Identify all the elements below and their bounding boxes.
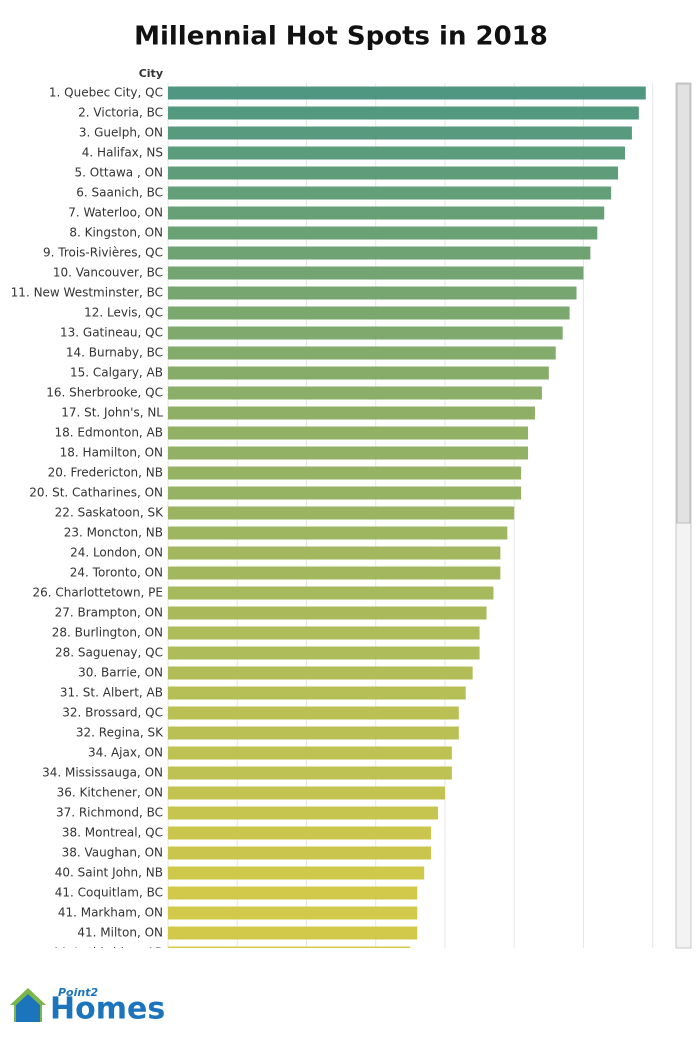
axis-title: City xyxy=(139,67,163,80)
y-tick-label: 18. Hamilton, ON xyxy=(60,446,163,460)
y-tick-label: 24. London, ON xyxy=(70,546,163,560)
bar xyxy=(168,686,466,700)
y-tick-label: 18. Edmonton, AB xyxy=(55,426,163,440)
y-tick-label: 38. Vaughan, ON xyxy=(62,846,163,860)
bar xyxy=(168,306,570,320)
y-tick-label: 2. Victoria, BC xyxy=(78,106,163,120)
bar xyxy=(168,586,494,600)
y-tick-label: 32. Regina, SK xyxy=(76,726,164,740)
y-tick-label: 1. Quebec City, QC xyxy=(49,86,163,100)
bar xyxy=(168,946,411,948)
bar xyxy=(168,386,542,400)
bar xyxy=(168,706,459,720)
y-tick-label: 44. Lethbridge, AB xyxy=(51,946,163,960)
bar xyxy=(168,206,605,220)
bar xyxy=(168,626,480,640)
bar xyxy=(168,86,646,100)
bar xyxy=(168,426,529,440)
y-tick-label: 28. Saguenay, QC xyxy=(55,646,163,660)
y-tick-label: 38. Montreal, QC xyxy=(62,826,163,840)
bar xyxy=(168,666,473,680)
bar xyxy=(168,926,418,940)
y-tick-label: 15. Calgary, AB xyxy=(70,366,163,380)
y-tick-label: 22. Saskatoon, SK xyxy=(55,506,164,520)
plot-area: 1. Quebec City, QC 2. Victoria, BC 3. Guel… xyxy=(11,83,654,960)
bar xyxy=(168,346,556,360)
bar xyxy=(168,266,584,280)
scrollbar-thumb[interactable] xyxy=(676,83,691,524)
y-tick-label: 23. Moncton, NB xyxy=(64,526,163,540)
bar xyxy=(168,486,522,500)
bar xyxy=(168,526,508,540)
bar xyxy=(168,166,619,180)
bar xyxy=(168,886,418,900)
logo-small: Point2 xyxy=(58,986,98,999)
bar xyxy=(168,786,445,800)
bar xyxy=(168,826,432,840)
bar xyxy=(168,446,529,460)
y-tick-label: 20. St. Catharines, ON xyxy=(29,486,163,500)
y-tick-label: 7. Waterloo, ON xyxy=(68,206,163,220)
y-tick-label: 32. Brossard, QC xyxy=(62,706,163,720)
y-tick-label: 41. Milton, ON xyxy=(77,926,163,940)
bar xyxy=(168,146,625,160)
y-tick-label: 37. Richmond, BC xyxy=(56,806,163,820)
bar xyxy=(168,226,598,240)
y-tick-label: 10. Vancouver, BC xyxy=(53,266,163,280)
y-tick-label: 3. Guelph, ON xyxy=(79,126,163,140)
y-tick-label: 26. Charlottetown, PE xyxy=(32,586,163,600)
bar xyxy=(168,286,577,300)
logo-house-inner xyxy=(16,994,40,1022)
y-tick-label: 36. Kitchener, ON xyxy=(57,786,163,800)
y-tick-label: 34. Mississauga, ON xyxy=(42,766,163,780)
y-tick-label: 28. Burlington, ON xyxy=(52,626,163,640)
y-tick-label: 13. Gatineau, QC xyxy=(60,326,163,340)
bar xyxy=(168,406,535,420)
bar xyxy=(168,606,487,620)
bar xyxy=(168,246,591,260)
y-tick-label: 30. Barrie, ON xyxy=(78,666,163,680)
bar xyxy=(168,646,480,660)
bar xyxy=(168,326,563,340)
y-tick-label: 24. Toronto, ON xyxy=(70,566,163,580)
y-tick-label: 40. Saint John, NB xyxy=(55,866,163,880)
y-tick-label: 17. St. John's, NL xyxy=(61,406,163,420)
y-tick-label: 41. Markham, ON xyxy=(58,906,163,920)
logo-large: Homes xyxy=(50,992,165,1027)
bar xyxy=(168,726,459,740)
bar xyxy=(168,546,501,560)
y-tick-label: 12. Levis, QC xyxy=(84,306,163,320)
chart-title: Millennial Hot Spots in 2018 xyxy=(134,22,548,52)
bar xyxy=(168,846,432,860)
bar xyxy=(168,746,452,760)
logo: Point2 Homes xyxy=(10,986,165,1027)
y-tick-label: 16. Sherbrooke, QC xyxy=(46,386,163,400)
bar xyxy=(168,766,452,780)
bar xyxy=(168,126,632,140)
y-tick-label: 5. Ottawa , ON xyxy=(74,166,163,180)
y-tick-label: 27. Brampton, ON xyxy=(55,606,163,620)
bar xyxy=(168,506,515,520)
y-tick-label: 14. Burnaby, BC xyxy=(66,346,163,360)
bar xyxy=(168,806,439,820)
y-tick-label: 31. St. Albert, AB xyxy=(60,686,163,700)
bar xyxy=(168,866,425,880)
y-tick-label: 4. Halifax, NS xyxy=(82,146,163,160)
y-tick-label: 20. Fredericton, NB xyxy=(48,466,163,480)
y-tick-label: 6. Saanich, BC xyxy=(76,186,163,200)
y-tick-label: 9. Trois-Rivières, QC xyxy=(43,246,163,260)
bar xyxy=(168,186,612,200)
y-tick-label: 41. Coquitlam, BC xyxy=(55,886,163,900)
bar xyxy=(168,106,639,120)
bar xyxy=(168,366,549,380)
y-tick-label: 11. New Westminster, BC xyxy=(11,286,163,300)
bar xyxy=(168,566,501,580)
y-tick-label: 34. Ajax, ON xyxy=(88,746,163,760)
bar xyxy=(168,906,418,920)
y-tick-label: 8. Kingston, ON xyxy=(69,226,163,240)
bar xyxy=(168,466,522,480)
